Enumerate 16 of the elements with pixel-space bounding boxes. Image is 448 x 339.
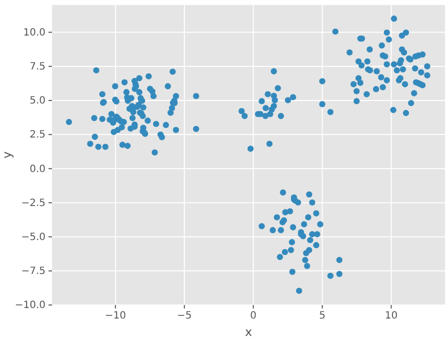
y-tick-label: 10.0 [23, 27, 46, 38]
y-tick-label: −5.0 [21, 232, 46, 244]
x-tick-label: −10 [104, 310, 126, 322]
y-tick-label: 7.5 [30, 62, 46, 73]
x-tick-label: 10 [384, 310, 398, 322]
x-tick-label: 5 [319, 310, 326, 322]
y-tick-label: −7.5 [21, 266, 46, 278]
y-tick-label: 0.0 [30, 164, 46, 175]
y-tick-label: −10.0 [14, 300, 46, 312]
x-tick-label: −5 [177, 310, 192, 322]
y-tick-label: −2.5 [21, 198, 46, 209]
y-tick-label: 5.0 [30, 96, 46, 107]
y-axis-title: y [0, 151, 14, 159]
x-tick-label: 0 [250, 310, 257, 322]
y-tick-label: 2.5 [30, 130, 46, 141]
x-axis-title: x [244, 325, 252, 339]
